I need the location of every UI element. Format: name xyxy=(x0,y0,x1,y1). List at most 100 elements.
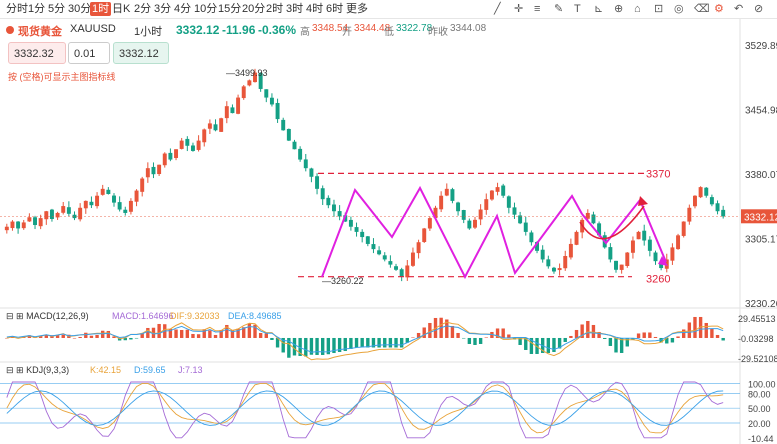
crosshair-icon[interactable]: ✛ xyxy=(514,3,524,15)
magnet-icon[interactable]: ⌂ xyxy=(634,3,641,15)
candle-body xyxy=(625,252,630,266)
macd-bar xyxy=(179,329,184,338)
macd-bar xyxy=(202,329,206,338)
eye-hide-icon[interactable]: ⊘ xyxy=(754,3,764,15)
timeframe-12[interactable]: 2时 xyxy=(266,3,284,15)
brush-icon[interactable]: ✎ xyxy=(554,3,564,15)
macd-bar xyxy=(213,334,218,338)
sell-price-box[interactable]: 3332.32 xyxy=(8,42,66,64)
candle-body xyxy=(574,231,579,245)
macd-bar xyxy=(563,337,567,342)
timeframe-10[interactable]: 15分 xyxy=(218,3,242,15)
timeframe-1[interactable]: 1分 xyxy=(28,3,46,15)
candle-body xyxy=(55,212,60,218)
macd-bar xyxy=(478,337,483,344)
candle-body xyxy=(388,261,393,265)
macd-bar xyxy=(366,337,370,348)
timeframe-7[interactable]: 3分 xyxy=(154,3,172,15)
candle-body xyxy=(354,227,359,232)
candle-body xyxy=(264,89,269,98)
candle-body xyxy=(410,252,415,266)
macd-bar xyxy=(196,334,201,338)
candle-body xyxy=(557,268,562,271)
text-icon[interactable]: T xyxy=(574,3,581,15)
candle-body xyxy=(642,230,647,241)
measure-icon[interactable]: ⊾ xyxy=(594,3,604,15)
timeframe-5[interactable]: 日K xyxy=(112,3,131,15)
timeframe-16[interactable]: 更多 xyxy=(346,3,368,15)
candle-body xyxy=(230,107,235,114)
macd-bar xyxy=(670,337,675,343)
macd-bar xyxy=(704,322,708,338)
candle-body xyxy=(495,187,500,192)
macd-bar xyxy=(55,335,60,338)
candle-body xyxy=(484,199,489,210)
low-marker-label: —3260.22 xyxy=(322,276,364,286)
macd-bar xyxy=(552,337,556,352)
candle-body xyxy=(473,219,477,228)
kdj-legend-d: D:59.65 xyxy=(134,365,166,375)
timeframe-4[interactable]: 1时 xyxy=(90,2,112,16)
candle-body xyxy=(72,214,77,219)
macd-bar xyxy=(258,332,263,338)
quantity-input[interactable]: 0.01 xyxy=(68,42,110,64)
trendline-icon[interactable]: ╱ xyxy=(494,3,501,15)
candle-body xyxy=(501,185,506,196)
macd-bar xyxy=(388,337,393,348)
candle-body xyxy=(416,242,421,254)
macd-bar xyxy=(332,337,336,353)
timeframe-2[interactable]: 5分 xyxy=(48,3,66,15)
zigzag-forecast-up xyxy=(581,199,641,245)
macd-bar xyxy=(411,337,415,338)
timeframe-14[interactable]: 4时 xyxy=(306,3,324,15)
candle-body xyxy=(83,200,88,209)
settings-icon[interactable]: ⚙ xyxy=(714,3,724,15)
annotations-layer: 3370 3260 —3499.93 —3260.22 3332.12 xyxy=(0,68,777,286)
candle-body xyxy=(614,260,618,270)
timeframe-0[interactable]: 分时 xyxy=(6,3,28,15)
macd-bar xyxy=(321,337,325,355)
buy-price-box[interactable]: 3332.12 xyxy=(113,42,169,64)
candle-body xyxy=(179,140,184,149)
candle-body xyxy=(721,209,726,217)
timeframe-3[interactable]: 30分 xyxy=(68,3,92,15)
candle-body xyxy=(292,141,297,150)
eye-icon[interactable]: ◎ xyxy=(674,3,684,15)
channel-top-label: 3370 xyxy=(646,168,670,180)
timeframe-6[interactable]: 2分 xyxy=(134,3,152,15)
timeframe-8[interactable]: 4分 xyxy=(174,3,192,15)
y-tick-label: 3230.26 xyxy=(745,299,777,310)
candle-body xyxy=(371,244,376,250)
kdj-y-tick: 50.00 xyxy=(748,404,771,414)
candle-body xyxy=(337,211,342,217)
candle-body xyxy=(168,152,173,160)
candle-body xyxy=(202,129,207,143)
timeframe-15[interactable]: 6时 xyxy=(326,3,344,15)
timeframe-13[interactable]: 3时 xyxy=(286,3,304,15)
candle-body xyxy=(207,123,212,129)
symbol-name[interactable]: 现货黄金 xyxy=(18,26,62,38)
candle-body xyxy=(467,220,472,229)
macd-bar xyxy=(309,337,314,355)
period-label[interactable]: 1小时 xyxy=(134,26,163,38)
timeframe-9[interactable]: 10分 xyxy=(194,3,218,15)
undo-icon[interactable]: ↶ xyxy=(734,3,744,15)
candle-body xyxy=(546,259,551,267)
macd-bar xyxy=(467,337,472,344)
symbol-code[interactable]: XAUUSD xyxy=(70,23,116,35)
macd-y-tick: 29.45513 xyxy=(738,314,776,324)
lock-icon[interactable]: ⊡ xyxy=(654,3,664,15)
kdj-d-line xyxy=(6,390,724,426)
macd-bar xyxy=(416,332,421,338)
delete-icon[interactable]: ⌫ xyxy=(694,3,710,15)
candle-body xyxy=(134,190,139,202)
macd-bar xyxy=(653,336,658,338)
macd-bar xyxy=(501,328,505,338)
macd-bar xyxy=(614,337,618,353)
candle-body xyxy=(298,148,303,160)
timeframe-11[interactable]: 20分 xyxy=(242,3,266,15)
zoom-icon[interactable]: ⊕ xyxy=(614,3,624,15)
macd-bar xyxy=(304,337,308,357)
fibonacci-icon[interactable]: ≡ xyxy=(534,3,541,15)
